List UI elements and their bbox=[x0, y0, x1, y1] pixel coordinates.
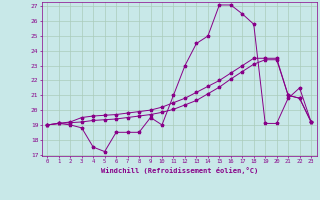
X-axis label: Windchill (Refroidissement éolien,°C): Windchill (Refroidissement éolien,°C) bbox=[100, 167, 258, 174]
